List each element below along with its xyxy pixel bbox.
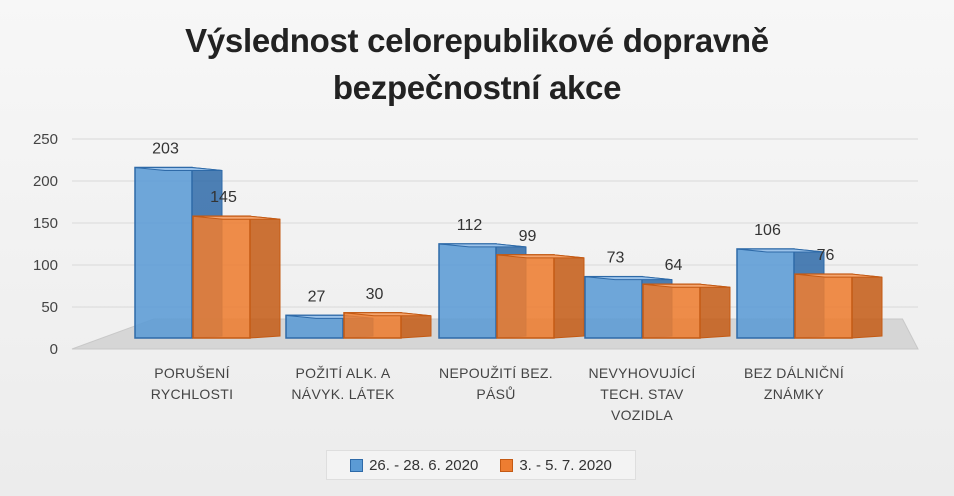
bar-series-1: [736, 248, 795, 339]
bar-side-series-2: [249, 215, 281, 339]
bar-series-2: [794, 273, 853, 339]
chart-title-line-2: bezpečnostní akce: [332, 69, 622, 106]
x-category-label: TECH. STAV: [600, 386, 684, 402]
data-label-series-1: 73: [607, 250, 625, 267]
x-category-label: NÁVYK. LÁTEK: [291, 386, 395, 402]
y-tick-label: 100: [33, 257, 58, 274]
y-tick-label: 50: [41, 299, 58, 316]
x-category-label: PORUŠENÍ: [154, 365, 230, 381]
x-category-label: PÁSŮ: [476, 385, 515, 402]
data-label-series-1: 27: [308, 288, 326, 305]
y-tick-label: 200: [33, 173, 58, 190]
bar-series-2: [642, 283, 701, 339]
data-label-series-2: 99: [519, 228, 537, 245]
data-label-series-2: 64: [665, 257, 683, 274]
bar-side-series-2: [699, 283, 731, 339]
x-category-label: ZNÁMKY: [764, 386, 824, 402]
legend-item-series-2: 3. - 5. 7. 2020: [500, 457, 612, 474]
bar-series-1: [134, 166, 193, 339]
bar-side-series-2: [400, 312, 432, 339]
legend: 26. - 28. 6. 2020 3. - 5. 7. 2020: [326, 450, 636, 480]
data-label-series-1: 203: [152, 140, 179, 157]
y-tick-label: 0: [50, 341, 58, 358]
bar-series-2: [192, 215, 251, 339]
bar-top-series-2: [192, 215, 281, 220]
bar-top-series-2: [343, 312, 432, 317]
data-label-series-1: 112: [457, 217, 483, 234]
legend-item-series-1: 26. - 28. 6. 2020: [350, 457, 478, 474]
bar-side-series-2: [553, 254, 585, 339]
legend-swatch-series-2: [500, 458, 514, 472]
bar-series-2: [496, 254, 555, 339]
x-category-label: NEVYHOVUJÍCÍ: [588, 365, 695, 381]
y-tick-label: 250: [33, 131, 58, 148]
y-tick-label: 150: [33, 215, 58, 232]
bar-series-2: [343, 312, 402, 339]
bar-side-series-2: [851, 273, 883, 339]
bar-top-series-1: [134, 166, 223, 171]
bar-top-series-2: [794, 273, 883, 278]
x-category-label: BEZ DÁLNIČNÍ: [744, 365, 844, 381]
bar-top-series-2: [496, 254, 585, 259]
x-category-label: POŽITÍ ALK. A: [296, 365, 391, 381]
x-category-label: NEPOUŽITÍ BEZ.: [439, 365, 553, 381]
legend-label-series-1: 26. - 28. 6. 2020: [369, 456, 479, 474]
bar-top-series-1: [736, 248, 825, 253]
bar-series-1: [584, 275, 643, 339]
bar-series-1: [438, 243, 497, 339]
data-label-series-1: 106: [754, 222, 781, 239]
legend-label-series-2: 3. - 5. 7. 2020: [519, 456, 612, 474]
data-label-series-2: 145: [210, 189, 237, 206]
data-label-series-2: 30: [366, 286, 384, 303]
legend-swatch-series-1: [350, 458, 364, 472]
x-category-label: RYCHLOSTI: [151, 386, 234, 402]
bar-top-series-1: [584, 276, 673, 281]
data-label-series-2: 76: [817, 247, 835, 264]
bar-top-series-2: [642, 283, 731, 288]
x-category-label: VOZIDLA: [611, 407, 673, 423]
chart-title-line-1: Výslednost celorepublikové dopravně: [185, 22, 769, 59]
bar-top-series-1: [438, 243, 527, 248]
